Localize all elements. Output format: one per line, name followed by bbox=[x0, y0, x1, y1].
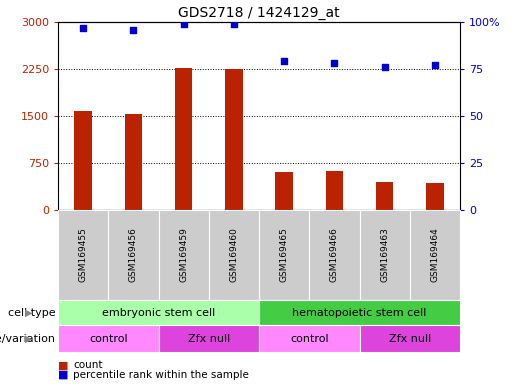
Text: Zfx null: Zfx null bbox=[187, 333, 230, 344]
Text: GSM169460: GSM169460 bbox=[229, 228, 238, 283]
Text: GSM169456: GSM169456 bbox=[129, 228, 138, 283]
Point bbox=[431, 62, 439, 68]
Text: control: control bbox=[290, 333, 329, 344]
Text: control: control bbox=[89, 333, 128, 344]
Text: hematopoietic stem cell: hematopoietic stem cell bbox=[293, 308, 427, 318]
Bar bbox=[74, 111, 92, 210]
Text: GSM169455: GSM169455 bbox=[79, 228, 88, 283]
Bar bbox=[175, 68, 193, 210]
Point bbox=[381, 64, 389, 70]
Bar bbox=[325, 171, 343, 210]
Point bbox=[79, 25, 87, 31]
Text: ▶: ▶ bbox=[25, 333, 32, 344]
Bar bbox=[225, 69, 243, 210]
Bar bbox=[276, 172, 293, 210]
Point bbox=[129, 26, 138, 33]
Text: count: count bbox=[74, 361, 103, 371]
Point bbox=[180, 21, 188, 27]
Text: GSM169463: GSM169463 bbox=[380, 228, 389, 283]
Text: genotype/variation: genotype/variation bbox=[0, 333, 56, 344]
Text: GSM169465: GSM169465 bbox=[280, 228, 288, 283]
Text: GSM169459: GSM169459 bbox=[179, 228, 188, 283]
Point bbox=[280, 58, 288, 65]
Text: ▶: ▶ bbox=[25, 308, 32, 318]
Title: GDS2718 / 1424129_at: GDS2718 / 1424129_at bbox=[178, 6, 340, 20]
Point bbox=[330, 60, 338, 66]
Bar bbox=[376, 182, 393, 210]
Text: Zfx null: Zfx null bbox=[389, 333, 431, 344]
Text: cell type: cell type bbox=[8, 308, 56, 318]
Text: ■: ■ bbox=[58, 361, 68, 371]
Text: GSM169464: GSM169464 bbox=[431, 228, 439, 282]
Point bbox=[230, 21, 238, 27]
Text: embryonic stem cell: embryonic stem cell bbox=[102, 308, 215, 318]
Bar bbox=[426, 183, 443, 210]
Text: GSM169466: GSM169466 bbox=[330, 228, 339, 283]
Text: percentile rank within the sample: percentile rank within the sample bbox=[74, 370, 249, 380]
Bar bbox=[125, 114, 142, 210]
Text: ■: ■ bbox=[58, 370, 68, 380]
